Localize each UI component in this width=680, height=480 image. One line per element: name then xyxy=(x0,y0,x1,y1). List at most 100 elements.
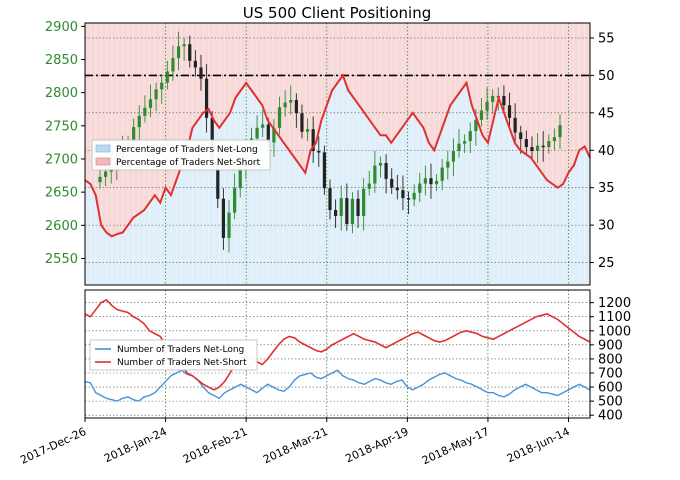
candle-body xyxy=(468,131,472,142)
date-axis: 2017-Dec-26 2018-Jan-24 2018-Feb-21 2018-Ma… xyxy=(18,418,572,467)
top-legend: Percentage of Traders Net-Long Percentage… xyxy=(91,139,271,171)
date-tick-label: 2018-Jun-14 xyxy=(505,425,572,465)
count-tick-label: 1200 xyxy=(598,296,631,311)
candle-body xyxy=(148,99,153,108)
candle-body xyxy=(266,124,270,143)
candle-body xyxy=(479,110,484,120)
candle-body xyxy=(356,198,360,217)
candle-body xyxy=(98,176,102,183)
price-tick-label: 2550 xyxy=(45,252,78,267)
candle-body xyxy=(362,188,366,217)
candle-body xyxy=(401,190,405,199)
candle-body xyxy=(367,183,371,189)
top-panel-frame xyxy=(84,22,591,286)
candle-body xyxy=(176,46,181,59)
legend-label-net-short: Percentage of Traders Net-Short xyxy=(116,158,261,168)
price-tick-label: 2800 xyxy=(45,86,78,101)
candle-body xyxy=(513,117,517,133)
count-tick-label: 400 xyxy=(598,409,623,424)
price-tick-label: 2900 xyxy=(45,20,78,35)
count-tick-label: 700 xyxy=(598,366,623,381)
pct-tick-label: 30 xyxy=(598,219,615,234)
chart-title: US 500 Client Positioning xyxy=(243,4,431,22)
candle-body xyxy=(412,192,416,200)
count-tick-label: 1000 xyxy=(598,324,631,339)
price-tick-label: 2600 xyxy=(45,219,78,234)
legend-box xyxy=(89,339,258,371)
candle-body xyxy=(334,210,338,217)
price-tick-label: 2750 xyxy=(45,119,78,134)
candle-body xyxy=(221,198,226,238)
date-tick-label: 2018-May-17 xyxy=(420,425,491,467)
candle-body xyxy=(328,188,332,211)
bottom-legend: Number of Traders Net-Long Number of Trad… xyxy=(89,339,258,371)
candle-body xyxy=(345,198,349,224)
candle-body xyxy=(255,127,259,139)
count-tick-label: 600 xyxy=(598,381,623,396)
candle-body xyxy=(193,60,197,68)
candle-body xyxy=(524,139,528,148)
candle-body xyxy=(457,143,461,152)
candle-body xyxy=(406,198,411,200)
candle-body xyxy=(132,127,136,143)
pct-tick-label: 35 xyxy=(598,181,615,196)
date-tick-label: 2018-Feb-21 xyxy=(181,425,249,466)
candle-body xyxy=(463,141,467,144)
candle-body xyxy=(143,107,147,116)
candle-body xyxy=(311,129,315,152)
candle-body xyxy=(541,145,545,148)
candle-body xyxy=(491,95,495,102)
date-tick-label: 2018-Jan-24 xyxy=(102,425,169,465)
net-short-area xyxy=(85,23,590,237)
count-tick-label: 900 xyxy=(598,338,623,353)
candle-body xyxy=(188,44,192,61)
candle-body xyxy=(502,95,506,106)
net-short-pct-line xyxy=(84,73,591,238)
candle-body xyxy=(305,129,310,132)
legend-label-count-long: Number of Traders Net-Long xyxy=(117,345,244,355)
candle-body xyxy=(558,125,562,138)
candle-body xyxy=(199,67,203,79)
pct-tick-label: 25 xyxy=(598,256,615,271)
candle-body xyxy=(339,198,343,217)
candle-body xyxy=(104,171,108,177)
candle-body xyxy=(451,151,456,162)
legend-swatch-net-short xyxy=(95,157,111,166)
pct-tick-label: 55 xyxy=(598,31,615,46)
bottom-panel-frame xyxy=(84,289,591,419)
candle-body xyxy=(390,178,394,188)
candle-body xyxy=(378,162,383,166)
candle-body xyxy=(165,71,169,83)
count-tick-label: 500 xyxy=(598,395,623,410)
candle-body xyxy=(227,212,231,238)
candle-body xyxy=(204,78,209,118)
pct-tick-label: 50 xyxy=(598,69,615,84)
candle-body xyxy=(137,115,141,128)
candle-body xyxy=(547,141,551,148)
candle-body xyxy=(423,178,427,184)
candle-body xyxy=(474,119,478,132)
date-tick-label: 2018-Mar-21 xyxy=(261,425,330,466)
count-tick-label: 800 xyxy=(598,352,623,367)
candle-body xyxy=(154,89,158,100)
count-tick-label: 1100 xyxy=(598,310,631,325)
price-tick-label: 2650 xyxy=(45,186,78,201)
legend-label-count-short: Number of Traders Net-Short xyxy=(117,358,247,368)
candle-body xyxy=(530,147,534,152)
candle-body xyxy=(434,180,439,185)
legend-label-net-long: Percentage of Traders Net-Long xyxy=(116,145,258,155)
candle-body xyxy=(395,187,399,191)
candle-body xyxy=(418,183,422,193)
candle-body xyxy=(384,162,388,179)
pct-tick-label: 40 xyxy=(598,144,615,159)
candle-body xyxy=(272,127,276,143)
candle-body xyxy=(289,99,293,103)
date-tick-label: 2017-Dec-26 xyxy=(18,425,88,467)
candle-body xyxy=(238,166,242,189)
candle-body xyxy=(519,132,523,140)
candle-body xyxy=(485,101,489,111)
candle-body xyxy=(552,137,556,142)
candle-body xyxy=(507,105,512,118)
